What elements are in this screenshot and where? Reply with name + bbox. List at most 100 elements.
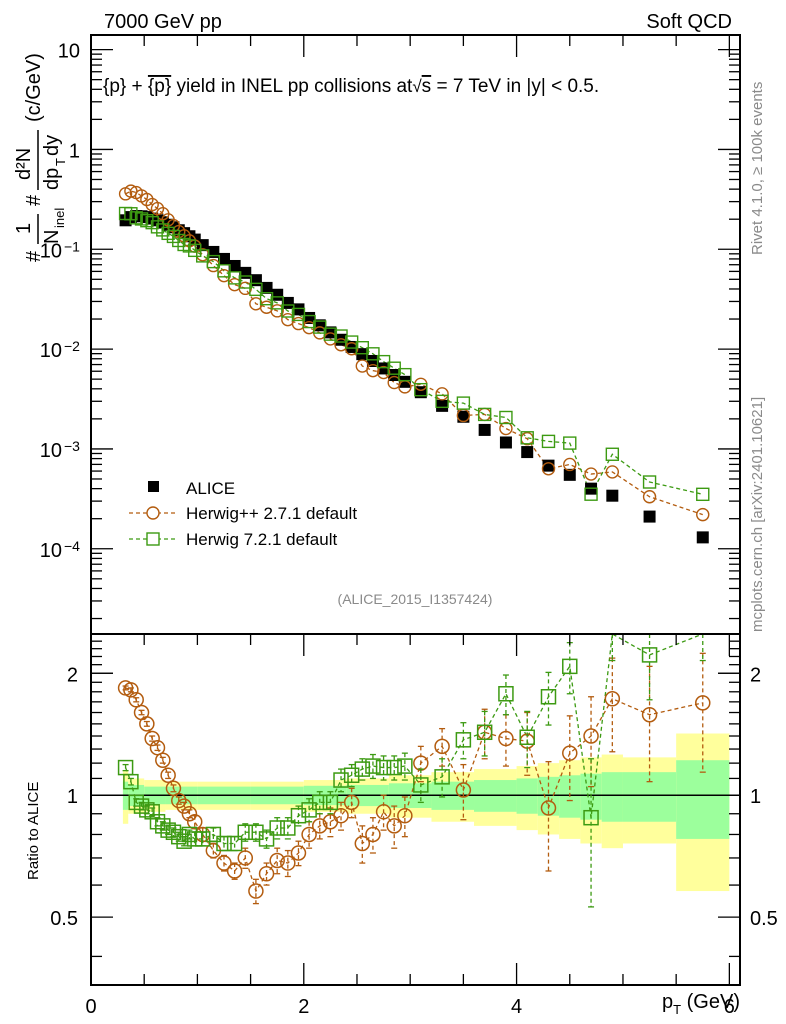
title-antiproton: {p} [148,76,171,97]
ylabel-prefix: # [23,250,45,262]
point-herwigpp [563,457,577,472]
analysis-annotation: (ALICE_2015_I1357424) [338,591,493,607]
point-herwig7 [291,307,306,322]
x-tick-label: 0 [85,996,96,1018]
ratio-point-herwig7 [540,689,557,705]
point-alice [542,459,555,472]
point-alice [398,375,411,388]
y-tick-label-exp: −4 [64,538,80,554]
ratio-point-herwigpp [216,855,232,871]
point-herwigpp [499,421,513,436]
ratio-y-tick-label: 1 [67,786,78,808]
ratio-point-herwigpp [540,800,557,816]
x-tick-label: 2 [298,996,309,1018]
point-herwig7 [414,382,428,397]
rivet-label: Rivet 4.1.0, ≥ 100k events [749,82,766,255]
band-inner [676,760,730,839]
ratio-point-herwigpp [583,728,599,744]
y-tick-label: 10 [40,340,62,362]
x-axis: 0 2 4 6 [85,35,735,1018]
ylabel-unit: (c/GeV) [23,53,45,122]
ratio-point-herwigpp [695,695,711,711]
point-herwigpp [696,507,710,522]
ratio-point-herwigpp [226,863,243,879]
ratio-point-herwigpp [301,826,317,843]
point-herwig7 [584,487,598,501]
ratio-line-herwig7 [124,632,703,845]
legend-marker-herwigpp [146,506,160,520]
point-alice [217,252,230,265]
ratio-point-herwigpp [641,706,658,723]
y-tick-label: 10 [40,240,62,262]
point-alice [457,410,470,423]
ratio-y-tick-label: 2 [67,664,78,686]
legend-marker-herwig7 [146,532,160,546]
ratio-point-herwig7 [397,758,413,774]
point-herwig7 [249,282,263,297]
ratio-point-herwigpp [248,883,264,899]
ratio-point-herwig7 [216,835,232,852]
ratio-point-herwig7 [269,820,285,836]
point-herwig7 [323,327,338,341]
mcplots-label: mcplots.cern.ch [arXiv:2401.10621] [749,397,766,632]
ylabel-num: d²N [13,148,35,180]
point-alice [281,296,294,309]
ratio-point-herwigpp [176,798,192,814]
point-herwig7 [435,394,449,409]
legend: ALICE Herwig++ 2.7.1 default Herwig 7.2.… [129,479,357,549]
title-sqrt-sign: √ [412,77,422,96]
xlabel-p: p [662,991,673,1013]
point-herwig7 [270,296,284,310]
ratio-point-herwig7 [237,824,254,841]
ratio-point-herwigpp [258,865,275,882]
ratio-point-herwigpp [139,716,155,732]
ylabel-densub: T [53,158,68,166]
ratio-point-herwig7 [322,794,339,811]
ratio-point-herwig7 [413,777,429,793]
ratio-point-herwigpp [290,845,307,861]
y-tick-label-exp: −1 [64,238,80,254]
xlabel-unit: (GeV) [681,991,740,1013]
ratio-point-herwigpp [397,807,413,824]
ratio-point-herwigpp [333,807,349,824]
ylabel-hash: # [23,194,45,206]
ratio-point-herwig7 [365,758,381,774]
point-alice [499,436,512,449]
point-herwigpp [270,304,284,318]
ratio-point-herwigpp [181,805,198,822]
legend-label-alice: ALICE [186,479,235,498]
ratio-point-herwig7 [311,794,328,811]
ratio-point-herwigpp [455,782,472,798]
point-herwig7 [563,436,577,450]
ratio-point-herwig7 [123,773,139,790]
ratio-point-herwig7 [434,769,450,785]
point-herwigpp [584,467,598,481]
point-alice [521,446,534,459]
ratio-point-herwig7 [354,761,371,777]
title-post: = 7 TeV in |y| < 0.5. [431,76,599,97]
ratio-point-herwig7 [144,804,160,820]
ratio-point-herwig7 [455,732,472,748]
ratio-y-tick-label-right: 1 [750,786,761,808]
ratio-point-herwigpp [343,794,360,811]
ratio-plot-area [117,632,711,908]
point-herwig7 [696,487,710,502]
xlabel-sub: T [673,1002,681,1017]
main-y-label: # 1 N inel # d²N dp T dy (c/GeV) [13,53,68,262]
point-alice [563,468,576,481]
band-inner [601,772,623,822]
point-herwig7 [217,264,231,278]
ratio-point-herwigpp [354,835,371,852]
point-herwig7 [541,434,556,449]
y-tick-label-exp: −3 [64,438,80,454]
point-herwig7 [281,304,295,318]
ratio-point-herwig7 [641,647,658,663]
ylabel-one: 1 [13,223,35,234]
point-herwig7 [520,431,534,445]
point-alice [696,531,709,544]
ratio-y-label: Ratio to ALICE [25,782,42,880]
x-axis-label: pT (GeV) [662,991,740,1017]
ratio-point-herwigpp [269,852,285,869]
point-herwig7 [605,447,620,461]
